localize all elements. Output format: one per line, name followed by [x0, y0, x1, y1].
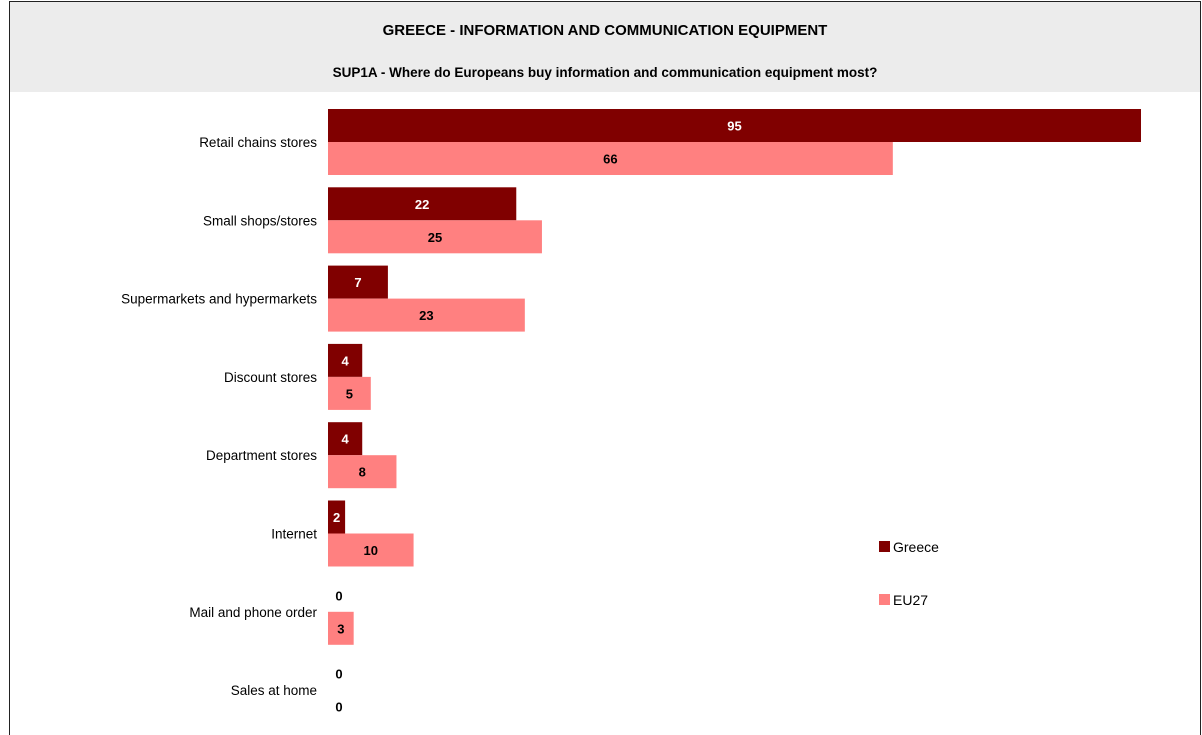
legend-label-eu27: EU27 [893, 592, 928, 608]
data-label-eu27-department-stores: 8 [359, 465, 366, 480]
bar-greece-internet [328, 500, 346, 534]
data-label-greece-retail-chains-stores: 95 [727, 119, 741, 134]
data-label-eu27-mail-and-phone-order: 3 [337, 621, 344, 636]
chart-subtitle: SUP1A - Where do Europeans buy informati… [332, 65, 878, 80]
category-label-mail-and-phone-order: Mail and phone order [189, 605, 317, 620]
chart-title: GREECE - INFORMATION AND COMMUNICATION E… [382, 22, 828, 39]
data-label-eu27-retail-chains-stores: 66 [603, 152, 617, 167]
data-label-greece-sales-at-home: 0 [335, 667, 342, 682]
category-label-department-stores: Department stores [206, 448, 317, 463]
category-label-retail-chains-stores: Retail chains stores [199, 135, 317, 150]
data-label-eu27-discount-stores: 5 [346, 386, 353, 401]
bar-greece-supermarkets-and-hypermarkets [328, 265, 388, 299]
bar-eu27-discount-stores [328, 376, 371, 410]
chart-frame: GREECE - INFORMATION AND COMMUNICATION E… [9, 1, 1201, 735]
data-label-eu27-supermarkets-and-hypermarkets: 23 [419, 308, 433, 323]
bar-eu27-retail-chains-stores [328, 142, 893, 175]
data-label-greece-small-shops-stores: 22 [415, 197, 429, 212]
category-label-sales-at-home: Sales at home [231, 683, 317, 698]
category-label-small-shops-stores: Small shops/stores [203, 213, 317, 228]
data-label-greece-internet: 2 [333, 510, 340, 525]
legend-label-greece: Greece [893, 539, 939, 555]
legend-swatch-greece [879, 541, 890, 552]
bar-eu27-internet [328, 533, 414, 567]
category-label-internet: Internet [271, 527, 317, 542]
data-label-greece-supermarkets-and-hypermarkets: 7 [354, 275, 361, 290]
bar-eu27-supermarkets-and-hypermarkets [328, 298, 525, 332]
data-label-greece-mail-and-phone-order: 0 [335, 588, 342, 603]
bar-greece-retail-chains-stores [328, 109, 1141, 142]
legend-swatch-eu27 [879, 594, 890, 605]
bar-greece-department-stores [328, 422, 363, 456]
bar-eu27-small-shops-stores [328, 220, 542, 254]
data-label-eu27-sales-at-home: 0 [335, 700, 342, 715]
data-label-greece-discount-stores: 4 [341, 353, 349, 368]
bar-eu27-department-stores [328, 455, 397, 489]
bar-greece-small-shops-stores [328, 187, 517, 221]
data-label-eu27-internet: 10 [364, 543, 378, 558]
data-label-eu27-small-shops-stores: 25 [428, 230, 442, 245]
category-label-discount-stores: Discount stores [224, 370, 317, 385]
data-label-greece-department-stores: 4 [341, 432, 349, 447]
bar-greece-discount-stores [328, 343, 363, 377]
category-label-supermarkets-and-hypermarkets: Supermarkets and hypermarkets [121, 292, 317, 307]
bar-eu27-mail-and-phone-order [328, 611, 354, 645]
chart-header: GREECE - INFORMATION AND COMMUNICATION E… [10, 2, 1200, 92]
